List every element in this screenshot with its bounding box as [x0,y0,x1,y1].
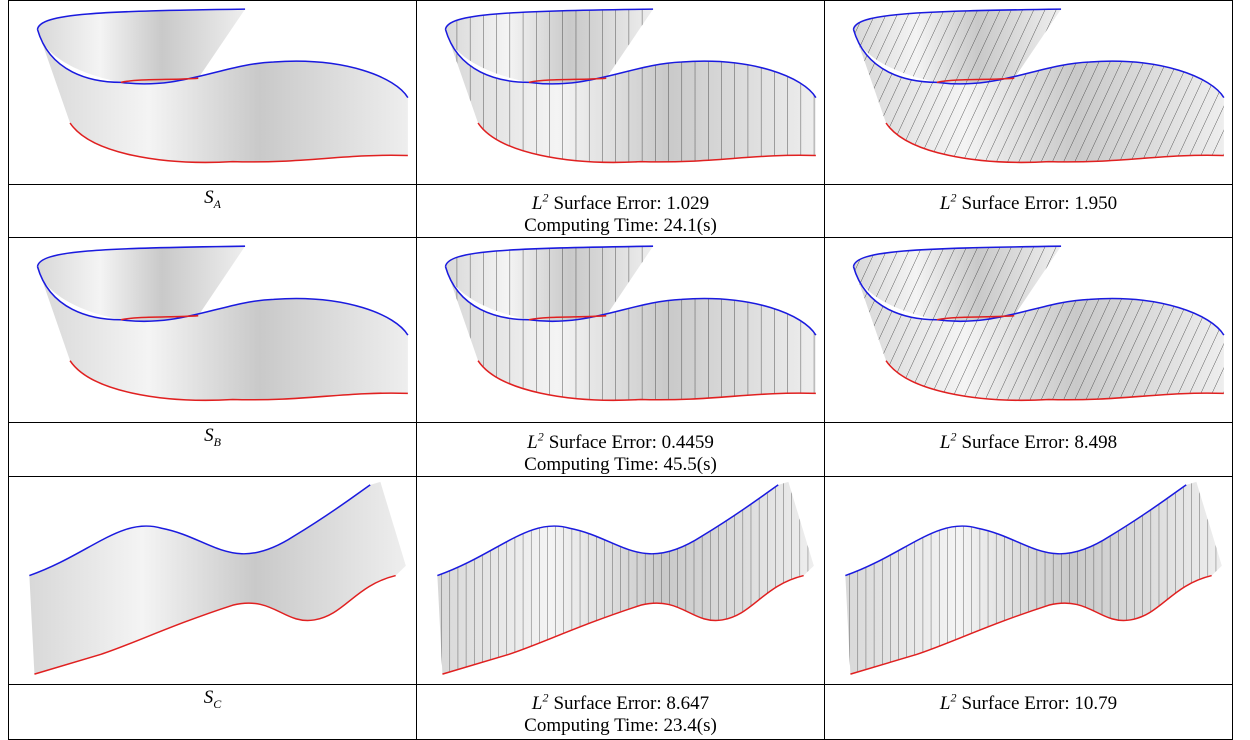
body: SAL2Surface Error: 1.029Computing Time: … [0,0,1250,735]
surface-error: Surface Error: 8.498 [961,432,1117,453]
symbol-letter: S [204,187,214,208]
computing-time: Computing Time: 23.4(s) [417,715,824,737]
caption-line: SA [9,187,416,215]
superscript: 2 [950,191,956,205]
symbol: SC [204,687,222,708]
surface-error: Surface Error: 10.79 [961,693,1117,714]
image-cell [9,1,417,185]
surface-error: Surface Error: 1.029 [553,193,709,214]
caption-cell: SB [9,423,417,476]
symbol-letter: L [940,193,951,214]
subscript: B [214,435,221,449]
rulings [437,482,813,674]
surface-image [825,238,1232,422]
image-cell [825,1,1233,185]
image-cell [9,476,417,684]
surface-image [417,477,824,684]
rulings [845,482,1221,674]
symbol-letter: L [532,193,543,214]
surface [29,482,405,674]
symbol: L2 [527,432,544,453]
symbol: L2 [940,193,957,214]
image-cell [417,238,825,423]
surface-image [9,238,416,422]
caption-line: SC [9,687,416,715]
superscript: 2 [950,429,956,443]
image-cell [417,476,825,684]
image-cell [9,238,417,423]
caption-line: L2Surface Error: 1.950 [825,187,1232,215]
computing-time: Computing Time: 45.5(s) [417,454,824,476]
surface-image [417,1,824,184]
caption-line: SB [9,425,416,453]
caption-cell: SA [9,185,417,238]
surface-image [825,1,1232,184]
image-cell [417,1,825,185]
symbol: L2 [940,432,957,453]
surface-image [825,477,1232,684]
symbol: L2 [532,693,549,714]
image-row [9,238,1233,423]
surface-image [9,477,416,684]
symbol: L2 [940,693,957,714]
caption-cell: SC [9,684,417,739]
symbol-letter: L [532,693,543,714]
surface-image [417,238,824,422]
surface-error: Surface Error: 0.4459 [549,432,714,453]
symbol-letter: S [204,687,214,708]
superscript: 2 [542,691,548,705]
subscript: C [213,696,221,710]
superscript: 2 [950,691,956,705]
symbol-letter: L [940,432,951,453]
page: {"table":{"rows":[ {"cells":[{"symbol":"… [0,0,1250,735]
surface-error: Surface Error: 1.950 [961,193,1117,214]
surface-error: Surface Error: 8.647 [553,693,709,714]
symbol-letter: L [527,432,538,453]
symbol-letter: L [940,693,951,714]
superscript: 2 [542,191,548,205]
symbol: L2 [532,193,549,214]
symbol-letter: S [204,425,214,446]
symbol: SB [204,425,221,446]
superscript: 2 [538,429,544,443]
image-row [9,476,1233,684]
image-row [9,1,1233,185]
subscript: A [214,197,221,211]
surface-image [9,1,416,184]
image-cell [825,238,1233,423]
image-cell [825,476,1233,684]
symbol: SA [204,187,221,208]
computing-time: Computing Time: 24.1(s) [417,215,824,237]
